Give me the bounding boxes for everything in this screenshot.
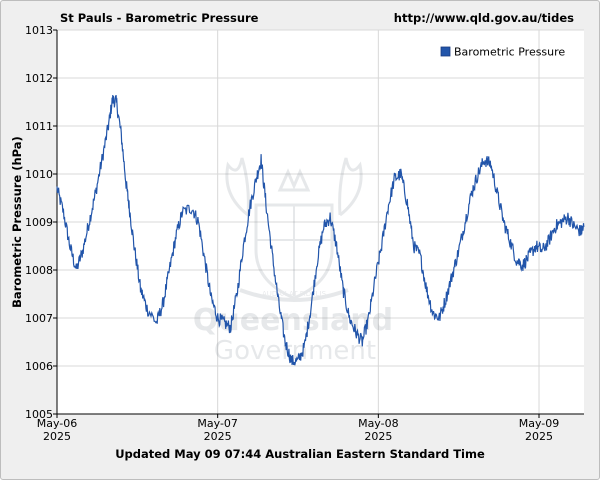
x-tick-label-year: 2025 [525, 430, 553, 443]
axes [53, 29, 584, 418]
y-tick-label: 1008 [25, 264, 53, 277]
legend: Barometric Pressure [440, 46, 565, 59]
y-tick-label: 1006 [25, 360, 53, 373]
watermark-brolga-left [225, 157, 250, 217]
watermark-stag-right [338, 157, 363, 217]
x-tick-label: May-07 [197, 417, 238, 430]
watermark-shield [254, 203, 334, 300]
x-tick-label: May-09 [519, 417, 560, 430]
y-tick-label: 1007 [25, 312, 53, 325]
x-tick-label-year: 2025 [364, 430, 392, 443]
watermark-shield-cross [256, 205, 332, 296]
watermark-scroll [239, 288, 349, 302]
x-tick-label: May-08 [358, 417, 399, 430]
y-tick-label: 1011 [25, 120, 53, 133]
y-tick-label: 1005 [25, 408, 53, 421]
x-tick-label-year: 2025 [204, 430, 232, 443]
watermark-motto: AUDAX AT FIDELIS [262, 290, 327, 298]
tick-labels: 1005 1006 1007 1008 1009 1010 1011 1012 1013 May-… [25, 24, 559, 443]
x-tick-label: May-06 [37, 417, 78, 430]
x-tick-label-year: 2025 [43, 430, 71, 443]
y-tick-label: 1009 [25, 216, 53, 229]
y-tick-label: 1010 [25, 168, 53, 181]
source-url[interactable]: http://www.qld.gov.au/tides [393, 11, 574, 25]
y-tick-label: 1013 [25, 24, 53, 37]
updated-footer: Updated May 09 07:44 Australian Eastern … [115, 447, 485, 461]
watermark-crown [277, 168, 311, 192]
y-tick-label: 1012 [25, 72, 53, 85]
series-line-barometric-pressure [56, 94, 585, 366]
chart-title: St Pauls - Barometric Pressure [60, 11, 259, 25]
legend-swatch-barometric-pressure [440, 46, 451, 57]
legend-label-barometric-pressure: Barometric Pressure [454, 46, 565, 59]
watermark-text-queensland: Queensland [193, 303, 393, 338]
